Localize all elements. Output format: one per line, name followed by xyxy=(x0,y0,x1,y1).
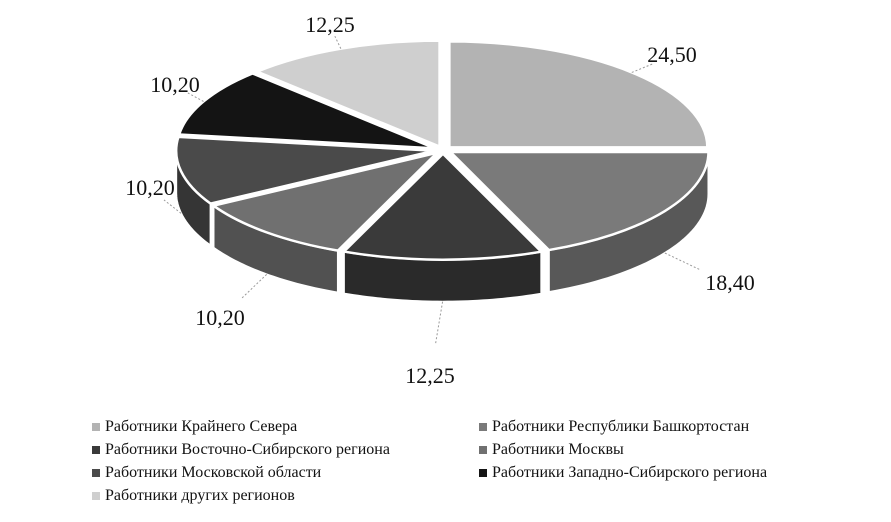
legend-item-5: Работники Западно-Сибирского региона xyxy=(479,463,879,483)
pie-tops xyxy=(174,39,710,261)
legend-label-1: Работники Республики Башкортостан xyxy=(492,418,750,435)
legend-label-5: Работники Западно-Сибирского региона xyxy=(492,464,768,481)
legend-swatch-6 xyxy=(92,492,100,500)
legend-label-6: Работники других регионов xyxy=(105,487,295,504)
legend-item-3: Работники Москвы xyxy=(479,440,879,460)
chart-legend: Работники Крайнего Севера Работники Респу… xyxy=(92,417,882,506)
legend-swatch-3 xyxy=(479,446,487,454)
leader-line-6 xyxy=(334,35,342,49)
legend-swatch-2 xyxy=(92,446,100,454)
legend-swatch-1 xyxy=(479,423,487,431)
leader-line-2 xyxy=(435,301,444,344)
legend-swatch-4 xyxy=(92,469,100,477)
legend-swatch-0 xyxy=(92,423,100,431)
data-label-0: 24,50 xyxy=(647,42,697,67)
pie-slice-4 xyxy=(174,135,436,205)
pie-slice-0 xyxy=(448,40,709,149)
legend-label-2: Работники Восточно-Сибирского региона xyxy=(105,441,390,458)
data-label-6: 12,25 xyxy=(305,12,355,37)
leader-line-3 xyxy=(240,274,268,300)
legend-label-0: Работники Крайнего Севера xyxy=(105,418,298,435)
data-label-4: 10,20 xyxy=(125,175,175,200)
pie-slice-3 xyxy=(212,151,439,252)
legend-item-1: Работники Республики Башкортостан xyxy=(479,417,879,437)
legend-item-0: Работники Крайнего Севера xyxy=(92,417,479,437)
data-label-5: 10,20 xyxy=(150,72,200,97)
pie-slice-1 xyxy=(449,150,710,252)
legend-item-6: Работники других регионов xyxy=(92,486,479,506)
legend-item-4: Работники Московской области xyxy=(92,463,479,483)
data-label-1: 18,40 xyxy=(705,270,755,295)
legend-swatch-5 xyxy=(479,469,487,477)
legend-label-4: Работники Московской области xyxy=(105,464,322,481)
legend-label-3: Работники Москвы xyxy=(492,441,624,458)
data-label-2: 12,25 xyxy=(405,363,455,388)
pie-slice-5 xyxy=(177,72,437,150)
leader-lines xyxy=(163,35,701,344)
leader-line-1 xyxy=(664,252,701,271)
data-label-3: 10,20 xyxy=(195,305,245,330)
legend-item-2: Работники Восточно-Сибирского региона xyxy=(92,440,479,460)
leader-line-5 xyxy=(187,92,204,102)
pie-chart: 24,50 18,40 12,25 10,20 10,20 10,20 12,25 xyxy=(125,12,755,388)
data-labels: 24,50 18,40 12,25 10,20 10,20 10,20 12,25 xyxy=(125,12,755,388)
pie-slice-2 xyxy=(342,152,543,261)
